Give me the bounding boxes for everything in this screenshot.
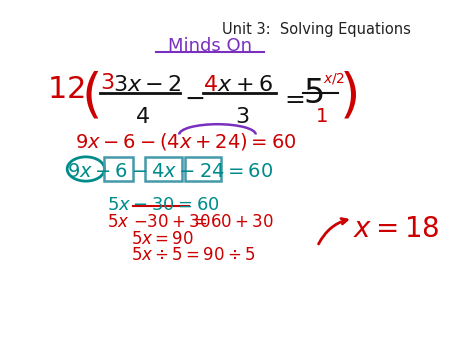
Text: $=$: $=$: [280, 86, 305, 110]
Text: $3x - 2$: $3x - 2$: [113, 75, 181, 95]
Text: $4$: $4$: [203, 75, 218, 95]
Text: $x/2$: $x/2$: [323, 71, 345, 86]
Text: $4$: $4$: [135, 107, 150, 127]
Text: Unit 3:  Solving Equations: Unit 3: Solving Equations: [222, 23, 410, 38]
Text: $3$: $3$: [235, 107, 250, 127]
Text: $5x$: $5x$: [107, 213, 130, 231]
Text: $1$: $1$: [315, 107, 328, 126]
Text: $x = 18$: $x = 18$: [353, 215, 439, 243]
Text: $5x \div 5 = 90 \div 5$: $5x \div 5 = 90 \div 5$: [130, 245, 255, 264]
Text: $)$: $)$: [339, 70, 357, 122]
Text: $12$: $12$: [47, 75, 85, 104]
Text: $x + 6$: $x + 6$: [217, 75, 273, 95]
Text: $5x = 90$: $5x = 90$: [130, 230, 194, 248]
Text: $5x - 30 = 60$: $5x - 30 = 60$: [107, 196, 220, 214]
Text: $3$: $3$: [100, 73, 114, 93]
Text: $($: $($: [81, 70, 99, 122]
Text: $9x - 6 - 4x - 24 = 60$: $9x - 6 - 4x - 24 = 60$: [67, 163, 274, 182]
Text: $-30+30$: $-30+30$: [134, 213, 211, 231]
Text: $5$: $5$: [303, 77, 324, 110]
Text: $9x - 6 - (4x + 24) = 60$: $9x - 6 - (4x + 24) = 60$: [75, 131, 296, 152]
Text: $-$: $-$: [184, 86, 204, 110]
Text: $= 60+30$: $= 60+30$: [190, 213, 274, 231]
Text: Minds On: Minds On: [168, 38, 252, 55]
